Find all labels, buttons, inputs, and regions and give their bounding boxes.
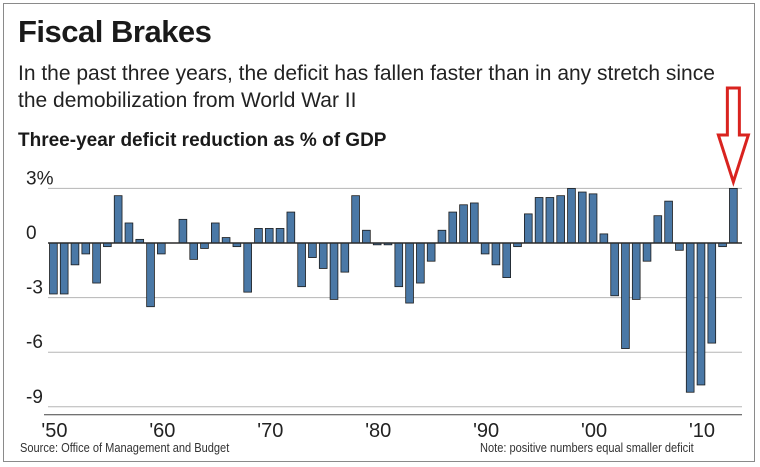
bar-1966	[221, 237, 231, 244]
bar-1985	[426, 242, 436, 262]
x-tick-label: '00	[581, 420, 607, 442]
chart-title: Three-year deficit reduction as % of GDP	[18, 130, 387, 151]
bar-1983	[405, 242, 414, 304]
bar-2003	[621, 242, 630, 349]
bar-1990	[480, 242, 490, 255]
bar-1982	[394, 242, 404, 288]
bar-1979	[362, 229, 371, 244]
bar-2004	[631, 242, 641, 300]
bar-1968	[243, 242, 252, 293]
bar-1973	[297, 242, 306, 288]
bar-1950	[49, 242, 58, 295]
bar-1994	[524, 213, 533, 244]
y-tick-label: -9	[26, 387, 43, 408]
bar-1996	[545, 197, 555, 244]
bar-1951	[59, 242, 69, 295]
x-tick-label: '10	[689, 420, 715, 442]
bar-1974	[308, 242, 317, 258]
bar-1959	[146, 242, 155, 308]
bar-1972	[286, 211, 296, 244]
bar-2001	[599, 233, 609, 244]
bar-2002	[610, 242, 619, 297]
x-tick-label: '80	[365, 420, 391, 442]
y-tick-label: 0	[26, 223, 37, 244]
bar-1975	[318, 242, 328, 269]
bar-1976	[329, 242, 339, 300]
bar-1960	[157, 242, 166, 255]
bar-1962	[178, 218, 188, 244]
bar-1992	[502, 242, 511, 278]
bar-2007	[664, 200, 673, 244]
chart-headline: Fiscal Brakes	[18, 14, 212, 49]
x-tick-label: '90	[473, 420, 499, 442]
source-note: Source: Office of Management and Budget	[20, 440, 230, 455]
bar-1997	[556, 195, 565, 244]
bar-2006	[653, 215, 663, 244]
chart-subtitle: In the past three years, the deficit has…	[18, 62, 715, 112]
y-tick-label: -3	[26, 278, 43, 299]
bar-1964	[200, 242, 209, 249]
bar-2000	[588, 193, 598, 244]
bar-2010	[696, 242, 706, 386]
x-tick-label: '50	[41, 420, 67, 442]
bar-1984	[416, 242, 425, 284]
bar-2005	[642, 242, 652, 262]
bar-1986	[437, 229, 447, 244]
bar-1971	[275, 228, 285, 244]
bar-1957	[124, 222, 134, 244]
bar-1965	[211, 222, 220, 244]
bar-1963	[189, 242, 198, 260]
bar-1970	[264, 228, 274, 244]
bar-2013	[729, 187, 738, 244]
bar-1998	[567, 187, 576, 244]
footnote: Note: positive numbers equal smaller def…	[480, 440, 694, 455]
down-arrow-icon	[716, 86, 751, 187]
y-tick-label: 3%	[26, 168, 54, 189]
bar-1999	[577, 191, 587, 244]
y-tick-label: -6	[26, 332, 43, 353]
x-tick-label: '70	[257, 420, 283, 442]
bar-1991	[491, 242, 501, 266]
bar-1954	[92, 242, 101, 284]
bar-1987	[448, 211, 458, 244]
bar-1952	[70, 242, 80, 266]
bar-1988	[459, 204, 468, 244]
bar-1953	[81, 242, 91, 255]
bar-2009	[685, 242, 695, 393]
bar-1989	[470, 202, 479, 244]
bar-1978	[351, 195, 360, 244]
bar-1969	[254, 228, 263, 244]
bar-2008	[675, 242, 684, 251]
bar-2011	[707, 242, 717, 344]
bar-1995	[534, 197, 544, 244]
x-tick-label: '60	[149, 420, 175, 442]
bar-1956	[113, 195, 123, 244]
bar-1977	[340, 242, 350, 273]
